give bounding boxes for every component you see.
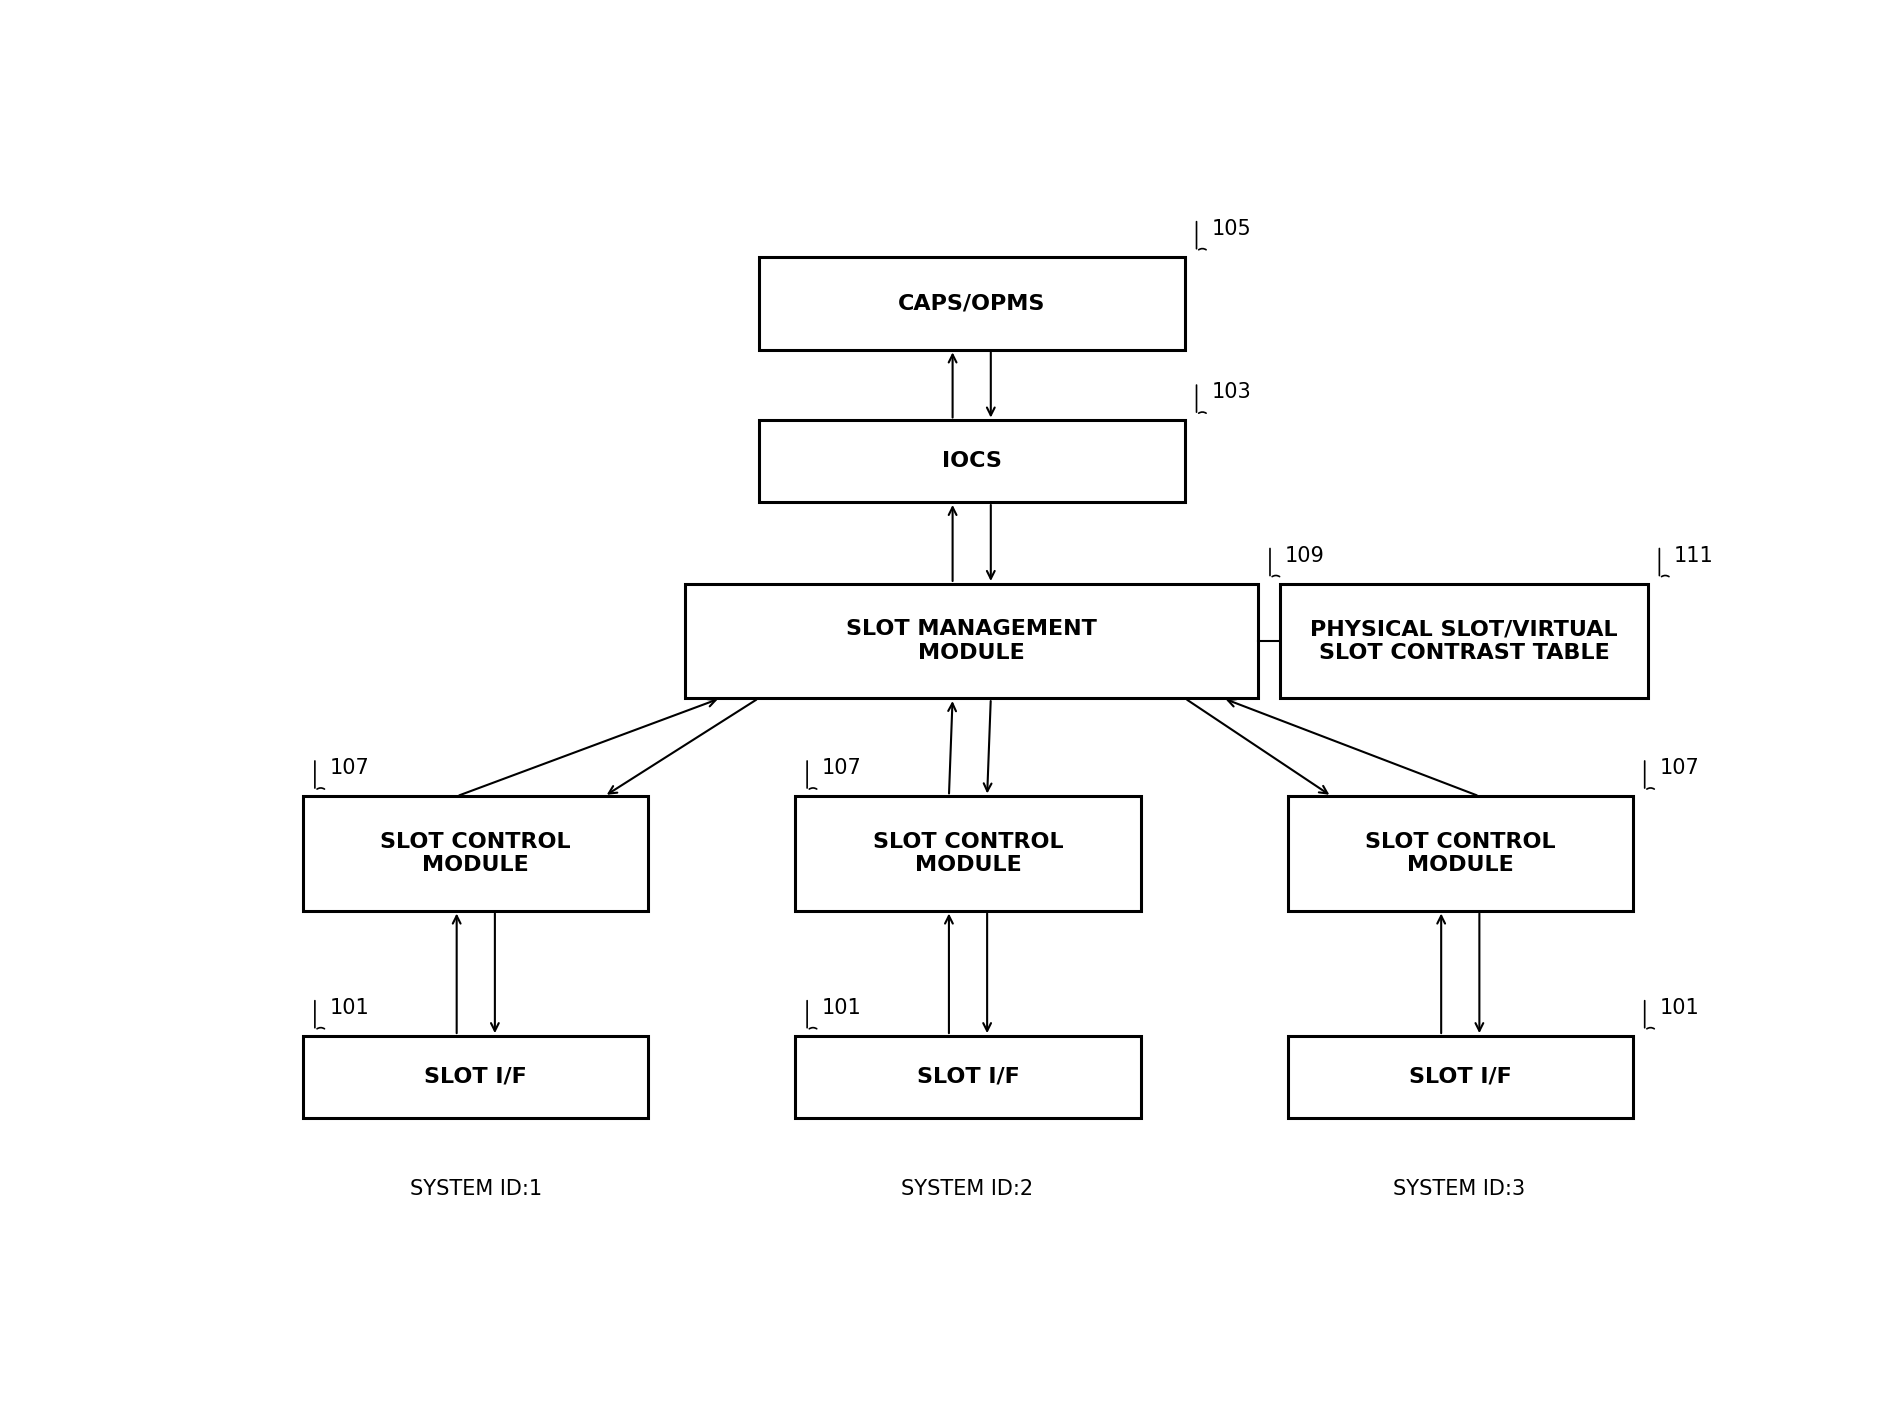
Text: 107: 107 — [330, 758, 370, 778]
FancyBboxPatch shape — [1287, 1036, 1632, 1118]
Text: CAPS/OPMS: CAPS/OPMS — [899, 293, 1045, 313]
Text: SLOT CONTROL
MODULE: SLOT CONTROL MODULE — [872, 832, 1064, 874]
Text: SYSTEM ID:3: SYSTEM ID:3 — [1394, 1180, 1526, 1200]
Text: SLOT I/F: SLOT I/F — [425, 1067, 527, 1087]
FancyBboxPatch shape — [1280, 584, 1648, 698]
Text: IOCS: IOCS — [942, 451, 1001, 471]
Text: SYSTEM ID:2: SYSTEM ID:2 — [901, 1180, 1033, 1200]
Text: PHYSICAL SLOT/VIRTUAL
SLOT CONTRAST TABLE: PHYSICAL SLOT/VIRTUAL SLOT CONTRAST TABL… — [1310, 620, 1617, 662]
Text: SLOT I/F: SLOT I/F — [916, 1067, 1020, 1087]
FancyBboxPatch shape — [684, 584, 1259, 698]
Text: 101: 101 — [330, 998, 370, 1017]
FancyBboxPatch shape — [758, 258, 1185, 350]
Text: SLOT CONTROL
MODULE: SLOT CONTROL MODULE — [1365, 832, 1555, 874]
Text: 111: 111 — [1674, 546, 1714, 566]
FancyBboxPatch shape — [1287, 797, 1632, 911]
FancyBboxPatch shape — [796, 797, 1141, 911]
Text: SLOT CONTROL
MODULE: SLOT CONTROL MODULE — [381, 832, 571, 874]
Text: 101: 101 — [821, 998, 861, 1017]
FancyBboxPatch shape — [303, 797, 648, 911]
Text: SLOT I/F: SLOT I/F — [1409, 1067, 1511, 1087]
Text: 107: 107 — [1659, 758, 1699, 778]
FancyBboxPatch shape — [796, 1036, 1141, 1118]
Text: SYSTEM ID:1: SYSTEM ID:1 — [410, 1180, 542, 1200]
Text: 103: 103 — [1212, 382, 1251, 402]
Text: 101: 101 — [1659, 998, 1699, 1017]
Text: 105: 105 — [1212, 219, 1251, 239]
FancyBboxPatch shape — [758, 420, 1185, 502]
Text: 109: 109 — [1285, 546, 1325, 566]
Text: SLOT MANAGEMENT
MODULE: SLOT MANAGEMENT MODULE — [846, 620, 1098, 662]
Text: 107: 107 — [821, 758, 861, 778]
FancyBboxPatch shape — [303, 1036, 648, 1118]
